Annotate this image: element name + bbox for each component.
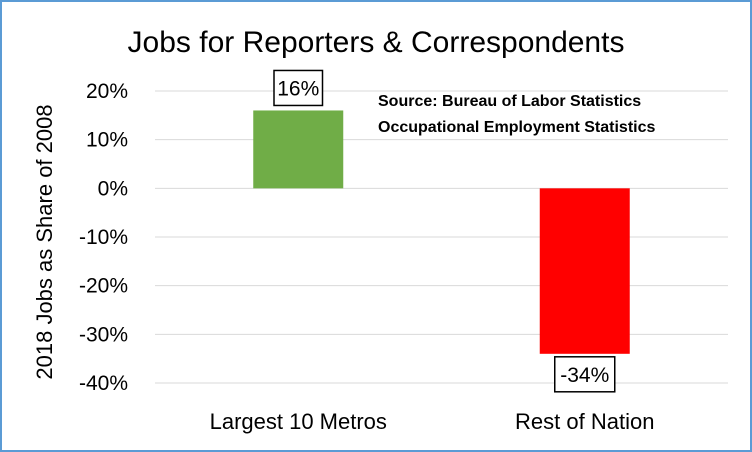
bars <box>253 110 630 354</box>
y-axis-label: 2018 Jobs as Share of 2008 <box>32 104 57 379</box>
source-line-2: Occupational Employment Statistics <box>378 119 656 136</box>
y-tick-label: 10% <box>86 129 128 152</box>
data-label-box <box>554 356 616 393</box>
y-tick-labels: 20% 10% 0% -10% -20% -30% -40% <box>79 80 128 395</box>
data-label: 16% <box>277 77 319 100</box>
category-label: Rest of Nation <box>515 409 654 434</box>
bar <box>539 188 630 354</box>
y-tick-label: -10% <box>79 226 128 249</box>
source-line-1: Source: Bureau of Labor Statistics <box>378 93 641 110</box>
chart-title: Jobs for Reporters & Correspondents <box>128 26 625 59</box>
y-tick-label: -40% <box>79 372 128 395</box>
data-label-box <box>273 69 324 107</box>
gridlines <box>155 90 728 384</box>
data-label: -34% <box>560 364 609 387</box>
y-tick-label: -20% <box>79 275 128 298</box>
y-tick-label: 20% <box>86 80 128 103</box>
bar <box>253 110 344 189</box>
category-labels: Largest 10 Metros Rest of Nation <box>210 409 655 434</box>
y-tick-label: 0% <box>98 177 128 200</box>
category-label: Largest 10 Metros <box>210 409 387 434</box>
y-tick-label: -30% <box>79 323 128 346</box>
data-labels: 16% -34% <box>273 69 616 393</box>
